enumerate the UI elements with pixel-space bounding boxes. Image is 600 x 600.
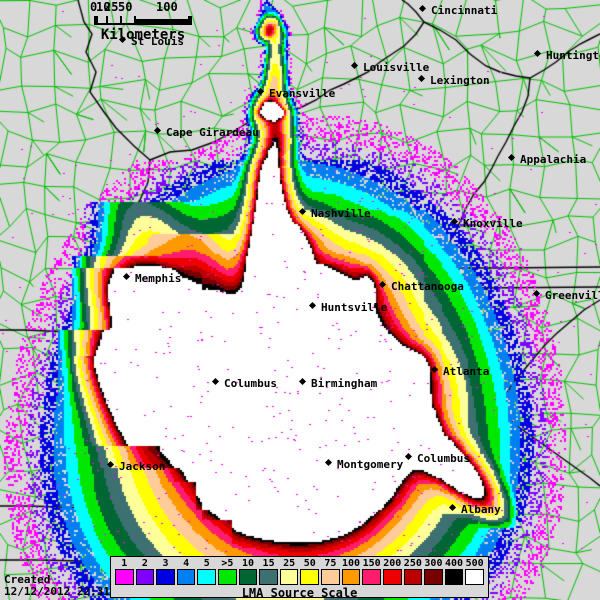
legend-tick-15: 15 <box>262 558 275 569</box>
legend-panel: 1 2 3 4 5 >5 10 15 25 50 75 100 150 200 250 300 400 500 L… <box>110 556 489 600</box>
legend-title: LMA Source Scale <box>241 586 358 600</box>
legend-tick-400: 400 <box>445 558 464 569</box>
legend-tick-150: 150 <box>362 558 381 569</box>
legend-swatch-10 <box>238 569 258 585</box>
legend-swatch-15 <box>259 569 278 585</box>
legend-swatch-250 <box>403 569 423 585</box>
legend-swatch-400 <box>444 569 464 585</box>
legend-tick-1: 1 <box>121 558 128 569</box>
legend-tick-75: 75 <box>324 558 337 569</box>
legend-swatch-25 <box>279 569 299 585</box>
legend-swatch-2 <box>135 569 155 585</box>
legend-tick-10: 10 <box>241 558 254 569</box>
legend-swatch-500 <box>465 569 484 585</box>
legend-tick-200: 200 <box>383 558 402 569</box>
created-stamp: Created 12/12/2012 22:31:42 <box>4 574 130 598</box>
legend-swatch-3 <box>156 569 175 585</box>
legend-tick-50: 50 <box>303 558 316 569</box>
legend-swatch-1 <box>115 569 134 585</box>
legend-tick-3: 3 <box>162 558 169 569</box>
legend-swatch-50 <box>300 569 320 585</box>
legend-tick-gt5: >5 <box>221 558 234 569</box>
legend-swatch-gt5 <box>218 569 237 585</box>
legend-swatch-75 <box>321 569 340 585</box>
legend-tick-250: 250 <box>403 558 422 569</box>
legend-tick-300: 300 <box>424 558 443 569</box>
legend-color-swatches <box>111 569 488 585</box>
legend-swatch-200 <box>382 569 402 585</box>
legend-tick-2: 2 <box>141 558 148 569</box>
created-label: Created <box>4 573 51 586</box>
legend-swatch-4 <box>176 569 196 585</box>
legend-tick-5: 5 <box>203 558 210 569</box>
legend-tick-labels: 1 2 3 4 5 >5 10 15 25 50 75 100 150 200 250 300 400 500 <box>111 557 488 569</box>
legend-swatch-5 <box>197 569 217 585</box>
legend-tick-100: 100 <box>341 558 361 569</box>
legend-swatch-100 <box>341 569 361 585</box>
created-timestamp: 12/12/2012 22:31:42 <box>4 585 130 598</box>
legend-swatch-300 <box>424 569 443 585</box>
legend-tick-4: 4 <box>183 558 190 569</box>
legend-tick-500: 500 <box>465 558 484 569</box>
legend-swatch-150 <box>362 569 381 585</box>
legend-tick-25: 25 <box>283 558 296 569</box>
